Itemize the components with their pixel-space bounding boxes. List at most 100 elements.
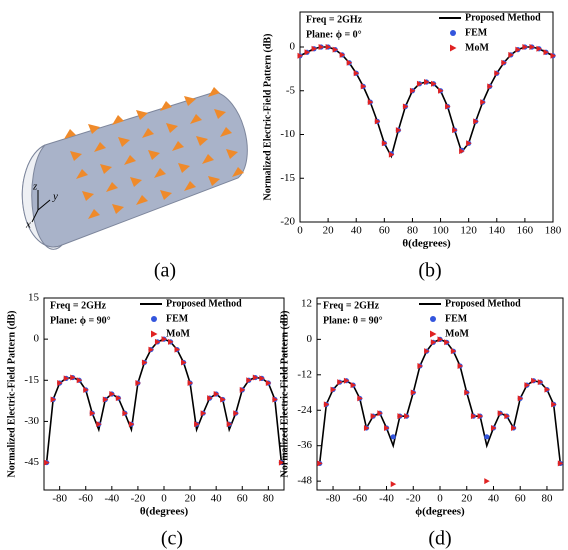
mom-marker bbox=[207, 395, 213, 402]
mom-marker bbox=[357, 395, 363, 402]
caption: (d) bbox=[428, 528, 451, 550]
mom-marker bbox=[381, 140, 388, 147]
mom-marker bbox=[297, 52, 303, 59]
mom-marker bbox=[181, 359, 187, 366]
mom-marker bbox=[450, 348, 457, 355]
x-tick-label: 40 bbox=[488, 493, 500, 505]
array-element bbox=[160, 101, 172, 111]
array-element bbox=[154, 168, 166, 178]
y-tick-label: -20 bbox=[280, 216, 295, 228]
y-tick-label: -10 bbox=[280, 128, 295, 140]
mom-marker bbox=[377, 410, 383, 417]
array-element bbox=[160, 190, 172, 200]
array-element bbox=[184, 96, 196, 106]
legend-label: FEM bbox=[166, 313, 189, 324]
mom-marker bbox=[76, 377, 83, 384]
mom-marker bbox=[395, 127, 402, 134]
y-axis-label: Normalized Electric-Field Pattern (dB) bbox=[6, 311, 17, 478]
array-element bbox=[172, 141, 184, 151]
mom-marker bbox=[522, 44, 528, 50]
x-axis-label: θ(degrees) bbox=[140, 506, 189, 518]
fem-marker bbox=[484, 434, 490, 440]
mom-marker bbox=[388, 151, 395, 158]
mom-marker bbox=[497, 410, 504, 417]
array-element bbox=[208, 176, 220, 186]
mom-marker bbox=[402, 103, 409, 110]
mom-marker bbox=[323, 401, 330, 408]
plot-frame bbox=[299, 11, 554, 223]
y-axis-label: Normalized Electric-Field Pattern (dB) bbox=[279, 311, 290, 478]
legend-label: FEM bbox=[465, 27, 488, 38]
mom-marker bbox=[524, 382, 530, 389]
mom-marker bbox=[252, 374, 259, 381]
array-element bbox=[82, 191, 94, 201]
array-element bbox=[112, 115, 124, 125]
axis-x: x bbox=[25, 219, 31, 231]
x-tick-label: 140 bbox=[489, 225, 506, 237]
array-element bbox=[124, 155, 136, 165]
mom-marker bbox=[44, 459, 50, 466]
mom-marker bbox=[353, 70, 360, 77]
mom-marker bbox=[154, 338, 161, 345]
mom-marker bbox=[96, 421, 102, 428]
legend-label: MoM bbox=[166, 328, 190, 339]
mom-marker bbox=[410, 389, 417, 396]
mom-marker bbox=[416, 80, 423, 87]
y-tick-label: -30 bbox=[24, 415, 39, 427]
fem-marker bbox=[390, 434, 396, 440]
mom-marker bbox=[337, 379, 343, 386]
mom-marker bbox=[543, 49, 549, 56]
x-tick-label: -60 bbox=[352, 493, 367, 505]
array-element bbox=[196, 136, 208, 146]
mom-marker bbox=[311, 45, 318, 52]
y-tick-label: 0 bbox=[34, 333, 40, 345]
y-tick-label: 0 bbox=[290, 41, 296, 53]
mom-marker bbox=[404, 413, 410, 420]
x-tick-label: 20 bbox=[185, 493, 197, 505]
mom-marker bbox=[457, 362, 464, 369]
x-tick-label: 80 bbox=[541, 493, 553, 505]
mom-marker bbox=[501, 59, 507, 66]
array-element bbox=[88, 209, 100, 219]
array-element bbox=[220, 127, 232, 137]
mom-marker bbox=[466, 140, 472, 147]
mom-marker bbox=[484, 478, 490, 485]
y-tick-label: -48 bbox=[297, 475, 312, 487]
mom-marker bbox=[83, 386, 89, 393]
mom-marker bbox=[63, 375, 70, 382]
mom-marker bbox=[246, 377, 252, 384]
mom-marker bbox=[226, 421, 233, 428]
mom-marker bbox=[325, 44, 332, 50]
legend-marker bbox=[450, 44, 457, 52]
mom-marker bbox=[517, 395, 524, 402]
legend-label: MoM bbox=[445, 328, 469, 339]
x-tick-label: 160 bbox=[517, 225, 534, 237]
x-tick-label: 40 bbox=[211, 493, 223, 505]
legend-marker bbox=[151, 330, 158, 338]
mom-marker bbox=[360, 83, 367, 90]
mom-marker bbox=[332, 46, 339, 53]
mom-marker bbox=[409, 87, 416, 94]
y-axis-label: Normalized Electric-Field Pattern (dB) bbox=[262, 34, 273, 201]
axis-z: z bbox=[32, 181, 38, 193]
mom-marker bbox=[272, 396, 278, 403]
x-tick-label: 80 bbox=[263, 493, 275, 505]
mom-marker bbox=[350, 382, 357, 389]
x-tick-label: 20 bbox=[323, 225, 335, 237]
mom-marker bbox=[430, 339, 437, 346]
mom-marker bbox=[550, 52, 556, 59]
mom-marker bbox=[464, 389, 470, 396]
mom-marker bbox=[200, 410, 207, 417]
annotation: Plane: ϕ = 90° bbox=[50, 315, 111, 326]
legend-marker bbox=[450, 30, 456, 36]
x-tick-label: -80 bbox=[326, 493, 341, 505]
mom-marker bbox=[259, 375, 265, 382]
y-tick-label: -12 bbox=[297, 368, 312, 380]
mom-marker bbox=[233, 410, 239, 417]
array-element bbox=[136, 110, 148, 120]
array-element bbox=[112, 204, 124, 214]
mom-marker bbox=[390, 481, 397, 488]
legend-label: Proposed Method bbox=[166, 298, 242, 309]
plot-frame bbox=[43, 297, 285, 491]
